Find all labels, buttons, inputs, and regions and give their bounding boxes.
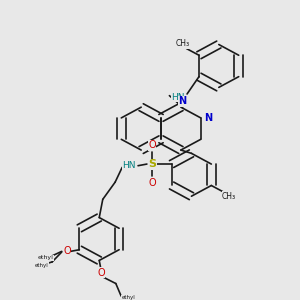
Text: O: O — [97, 268, 105, 278]
Text: N: N — [178, 96, 187, 106]
Text: ethyl: ethyl — [38, 256, 54, 260]
Text: S: S — [148, 159, 156, 169]
Text: N: N — [204, 113, 213, 123]
Text: CH₃: CH₃ — [175, 39, 189, 48]
Text: CH₃: CH₃ — [222, 191, 236, 200]
Text: HN: HN — [122, 161, 136, 170]
Text: O: O — [148, 178, 156, 188]
Text: HN: HN — [172, 93, 185, 102]
Text: ethyl: ethyl — [121, 295, 135, 300]
Text: O: O — [63, 246, 71, 256]
Text: ethyl: ethyl — [35, 263, 49, 268]
Text: O: O — [148, 140, 156, 150]
